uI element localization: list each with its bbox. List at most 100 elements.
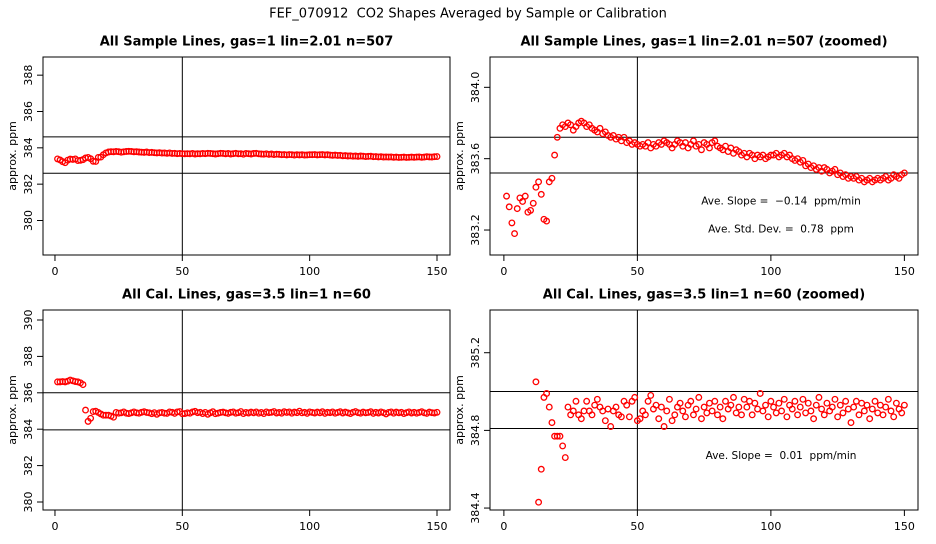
point [815, 393, 823, 401]
plot-frame [489, 56, 919, 256]
x-tick-label: 0 [500, 520, 507, 533]
y-tick-label: 385.2 [469, 337, 482, 369]
point [764, 413, 772, 421]
point [743, 403, 751, 411]
point [794, 411, 802, 419]
point [537, 465, 545, 473]
x-tick-label: 100 [299, 265, 320, 278]
point [756, 390, 764, 397]
point [665, 395, 673, 403]
point [887, 407, 895, 415]
point [559, 442, 567, 450]
point [528, 88, 534, 94]
plot-frame [42, 56, 451, 256]
point [657, 403, 665, 411]
point [631, 393, 639, 401]
panel: All Cal. Lines, gas=3.5 lin=1 n=60 approx… [6, 288, 451, 533]
point [738, 411, 745, 419]
point [671, 411, 679, 419]
x-tick-label: 100 [760, 520, 781, 533]
point [681, 413, 689, 421]
point [94, 154, 102, 161]
point [775, 399, 783, 407]
point [561, 454, 569, 462]
point [708, 407, 716, 415]
y-tick-label: 388 [22, 65, 35, 86]
panel: All Cal. Lines, gas=3.5 lin=1 n=60 (zoom… [453, 66, 919, 533]
point [543, 217, 551, 225]
point [714, 411, 721, 419]
point [687, 397, 695, 405]
x-tick-label: 50 [175, 265, 189, 278]
point [759, 407, 767, 415]
point [842, 397, 850, 405]
point [504, 78, 510, 84]
point [607, 423, 615, 430]
plot-area [490, 57, 918, 255]
point [660, 423, 668, 430]
point [871, 397, 879, 405]
point [868, 405, 876, 413]
y-axis-label: approx. ppm [453, 121, 466, 191]
point [655, 415, 663, 423]
point [647, 391, 655, 399]
point [641, 411, 649, 419]
figure-title: FEF_070912 CO2 Shapes Averaged by Sample… [269, 7, 667, 22]
point [676, 399, 684, 407]
y-tick-label: 384 [22, 419, 35, 440]
x-tick-label: 50 [175, 520, 189, 533]
point [719, 415, 727, 423]
point [644, 397, 652, 405]
point [847, 419, 855, 427]
panel-title: All Cal. Lines, gas=3.5 lin=1 n=60 [122, 288, 371, 303]
point [556, 432, 564, 440]
y-tick-label: 380 [22, 491, 35, 512]
point [796, 403, 804, 411]
point [512, 78, 518, 84]
point [690, 137, 697, 145]
y-tick-label: 390 [22, 310, 35, 331]
y-axis-label: approx. ppm [6, 375, 19, 445]
point [722, 397, 729, 405]
point [520, 66, 526, 72]
point [572, 397, 580, 405]
point [583, 397, 591, 405]
point [855, 411, 863, 419]
y-tick-label: 384.8 [469, 415, 482, 447]
point [834, 413, 842, 421]
point [431, 153, 438, 161]
point [535, 498, 543, 506]
point [770, 403, 778, 411]
point [898, 409, 906, 417]
point [514, 70, 520, 76]
point [892, 399, 900, 407]
point [509, 74, 515, 80]
point [735, 403, 743, 411]
point [551, 151, 559, 159]
point [532, 378, 540, 386]
x-tick-label: 150 [894, 265, 915, 278]
point [623, 401, 631, 409]
y-axis-label: approx. ppm [6, 121, 19, 191]
x-tick-label: 50 [630, 520, 644, 533]
point [799, 157, 807, 164]
point [751, 399, 759, 407]
x-tick-label: 50 [630, 265, 644, 278]
y-tick-label: 382 [22, 455, 35, 476]
point [791, 397, 799, 405]
annotation: Ave. Std. Dev. = 0.78 ppm [708, 223, 854, 235]
point [636, 415, 644, 423]
panel-title: All Cal. Lines, gas=3.5 lin=1 n=60 (zoom… [543, 288, 865, 303]
point [82, 406, 89, 414]
x-tick-label: 100 [760, 265, 781, 278]
point [508, 219, 516, 227]
point [698, 415, 705, 423]
y-tick-label: 383.2 [469, 214, 482, 246]
y-tick-label: 388 [22, 346, 35, 367]
point [690, 411, 697, 419]
point [522, 74, 528, 80]
y-tick-label: 383.6 [469, 143, 482, 175]
point [505, 203, 513, 211]
panel: All Sample Lines, gas=1 lin=2.01 n=507 (… [453, 35, 919, 278]
